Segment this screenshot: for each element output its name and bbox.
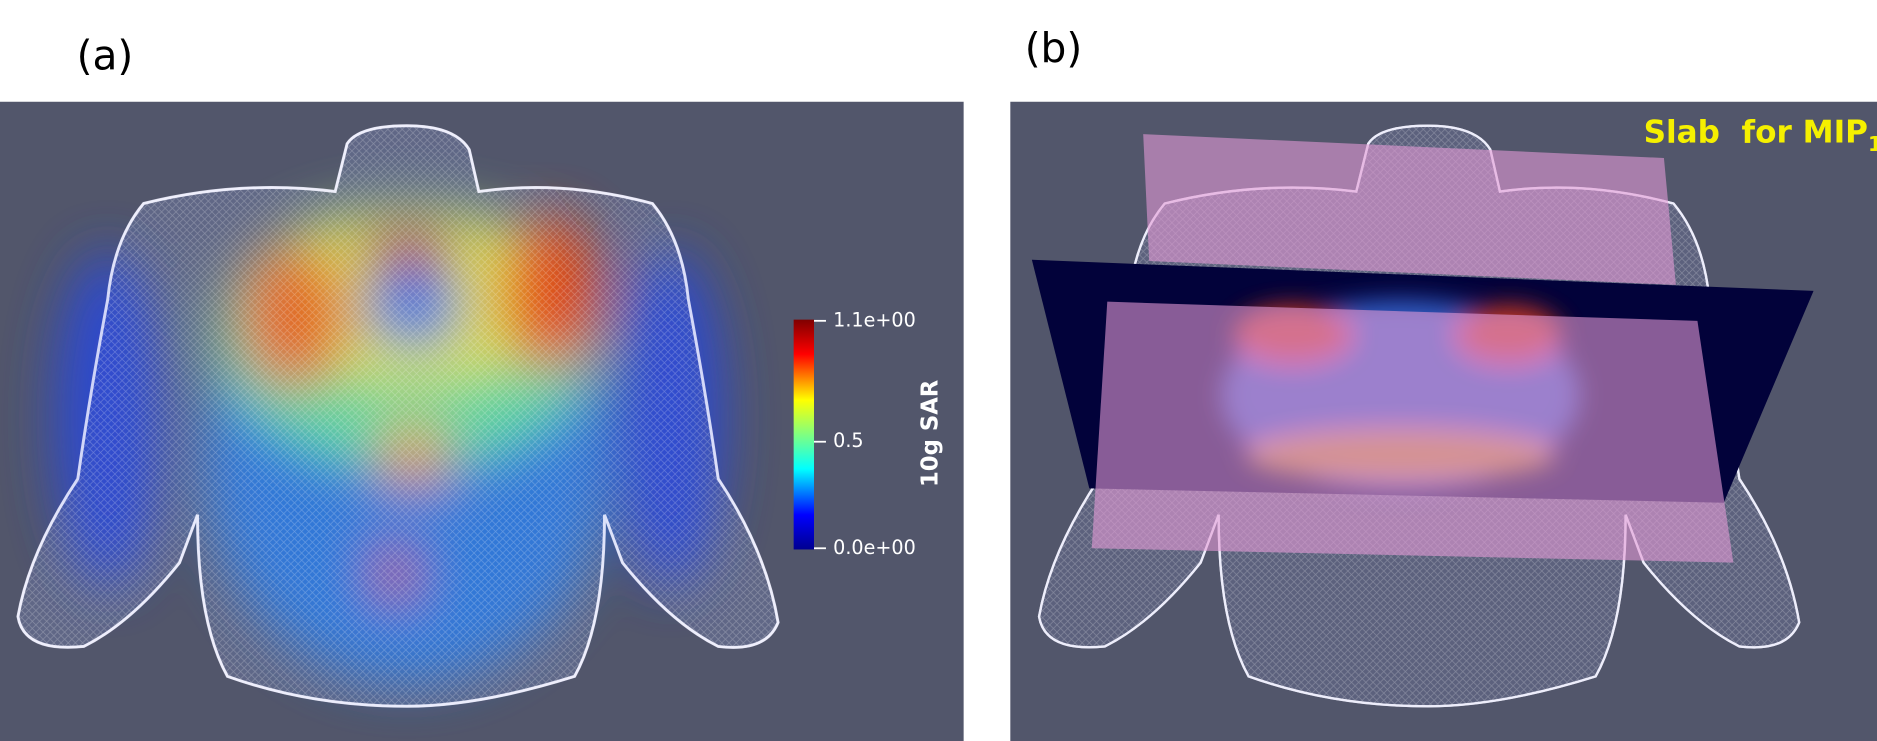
slab-front [1091,301,1734,563]
colorbar-tick-label: 0.5 [833,429,863,452]
colorbar-title: 10g SAR [917,379,943,487]
slab-annotation: Slab for MIP1 [1644,114,1877,155]
body-rendering [16,124,780,708]
panel-label: (a) [77,31,134,79]
panel-label: (b) [1025,24,1083,72]
colorbar-tick-label: 1.1e+00 [833,308,916,331]
slab-back [1143,134,1676,285]
annotation-subscript: 1 [1868,132,1877,156]
colorbar-tick-label: 0.0e+00 [833,536,916,559]
colorbar [793,319,815,550]
annotation-text: Slab for MIP [1644,114,1868,150]
colorbar-ticks [814,319,826,550]
